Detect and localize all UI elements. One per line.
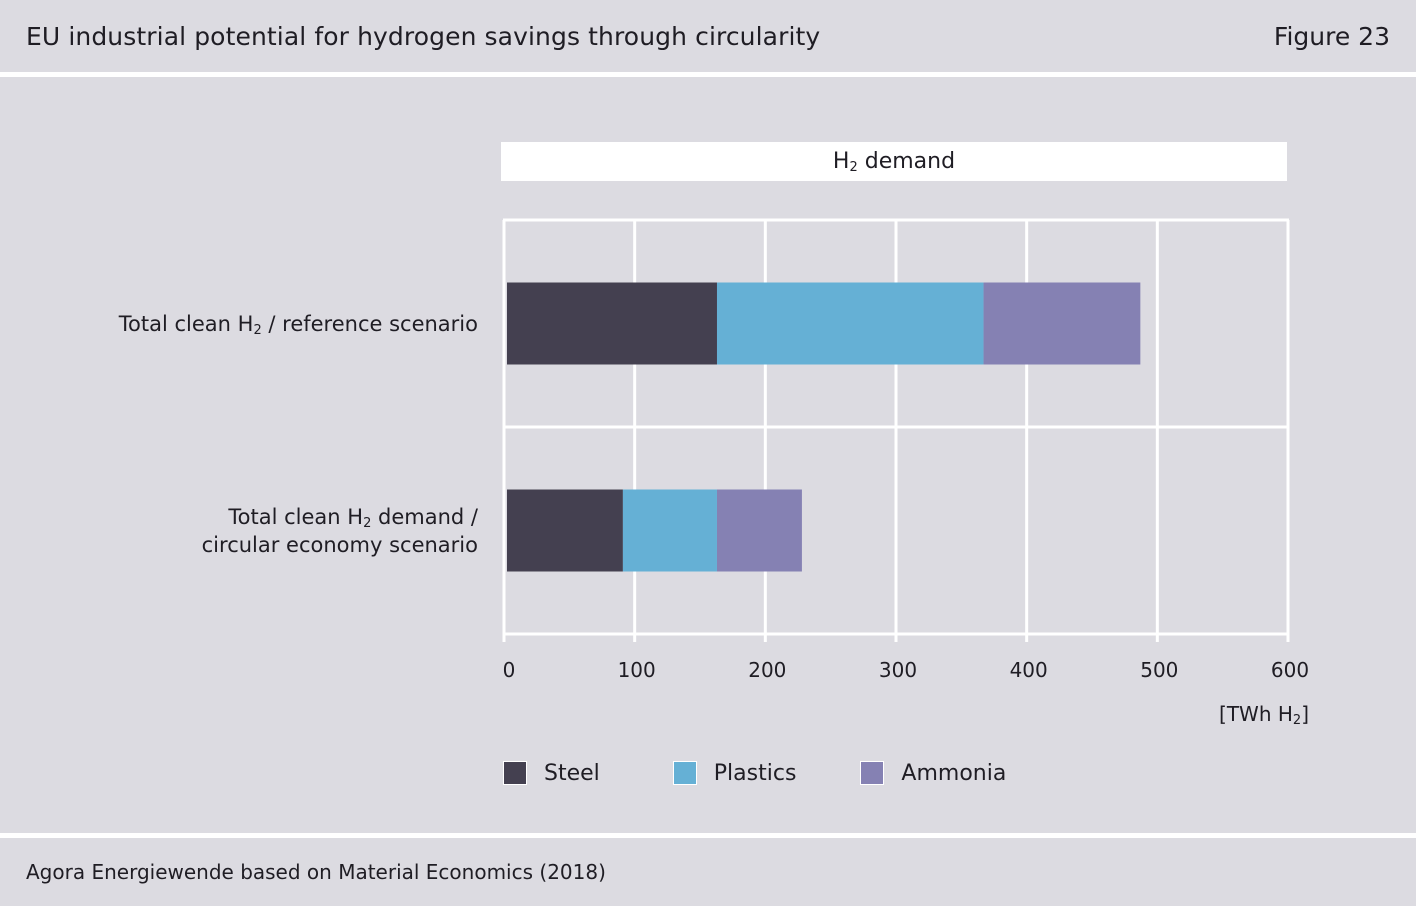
unit-pre: [TWh H [1219, 702, 1293, 726]
x-tick-label: 0 [503, 658, 516, 682]
legend-swatch-plastics [672, 761, 697, 785]
category-label: Total clean H2 / reference scenario [119, 310, 478, 338]
bar-steel-2 [507, 489, 623, 572]
category-label-line: circular economy scenario [202, 531, 478, 559]
chart-legend: Steel Plastics Ammonia [503, 758, 1006, 788]
legend-label-plastics: Plastics [713, 760, 797, 786]
category-label-text: Total clean H [228, 504, 364, 529]
legend-item-plastics: Plastics [672, 760, 797, 786]
x-tick-label: 200 [748, 658, 786, 682]
panel-title-main: H [832, 149, 850, 174]
bar-steel-1 [507, 282, 717, 365]
unit-subscript: 2 [1292, 713, 1302, 728]
legend-label-steel: Steel [544, 760, 600, 786]
x-tick-label: 500 [1140, 658, 1178, 682]
category-label-text: demand / [371, 504, 478, 529]
x-tick-label: 600 [1271, 658, 1309, 682]
category-label: Total clean H2 demand / circular economy … [202, 503, 478, 559]
source-note: Agora Energiewende based on Material Eco… [26, 860, 606, 884]
unit-post: ] [1301, 702, 1309, 726]
footer-divider [0, 833, 1416, 838]
legend-label-ammonia: Ammonia [901, 760, 1007, 786]
figure-title: EU industrial potential for hydrogen sav… [26, 22, 821, 51]
panel-title-rest: demand [857, 149, 956, 174]
x-tick-label: 100 [618, 658, 656, 682]
x-tick-label: 400 [1010, 658, 1048, 682]
bar-plastics-2 [622, 489, 717, 572]
bar-plastics-1 [716, 282, 984, 365]
category-label-subscript: 2 [363, 515, 372, 531]
legend-swatch-ammonia [860, 761, 885, 785]
category-label-subscript: 2 [253, 322, 262, 338]
figure-number: Figure 23 [1273, 22, 1390, 51]
legend-item-steel: Steel [503, 761, 600, 786]
chart-panel-title: H2 demand [501, 142, 1287, 181]
category-label-text: circular economy scenario [201, 532, 478, 557]
bar-ammonia-2 [716, 489, 802, 572]
x-axis-unit: [TWh H2] [1219, 702, 1309, 728]
category-label-line: Total clean H2 demand / [202, 503, 478, 531]
figure-header: EU industrial potential for hydrogen sav… [0, 0, 1416, 74]
category-label-text: / reference scenario [261, 311, 478, 336]
legend-swatch-steel [503, 761, 527, 785]
category-label-text: Total clean H [118, 311, 254, 336]
x-tick-label: 300 [879, 658, 917, 682]
bar-ammonia-1 [983, 282, 1141, 365]
category-label-line: Total clean H2 / reference scenario [119, 310, 478, 338]
header-divider [0, 72, 1416, 77]
legend-item-ammonia: Ammonia [860, 761, 1006, 786]
panel-title-subscript: 2 [849, 160, 858, 175]
